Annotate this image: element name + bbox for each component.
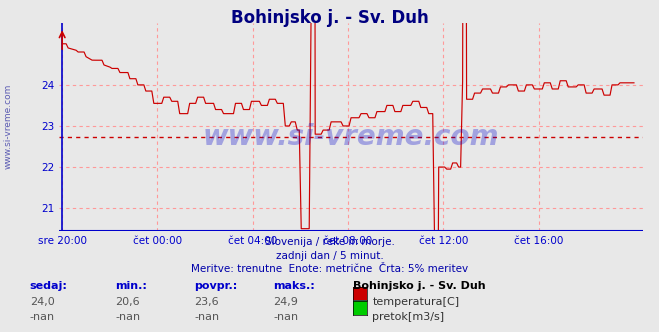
- Text: -nan: -nan: [115, 312, 140, 322]
- Text: www.si-vreme.com: www.si-vreme.com: [3, 83, 13, 169]
- Text: Slovenija / reke in morje.: Slovenija / reke in morje.: [264, 237, 395, 247]
- Text: -nan: -nan: [30, 312, 55, 322]
- Text: Meritve: trenutne  Enote: metrične  Črta: 5% meritev: Meritve: trenutne Enote: metrične Črta: …: [191, 264, 468, 274]
- Text: temperatura[C]: temperatura[C]: [372, 297, 459, 307]
- Text: pretok[m3/s]: pretok[m3/s]: [372, 312, 444, 322]
- Text: povpr.:: povpr.:: [194, 281, 238, 290]
- Text: -nan: -nan: [273, 312, 299, 322]
- Text: Bohinjsko j. - Sv. Duh: Bohinjsko j. - Sv. Duh: [353, 281, 485, 290]
- Text: 24,0: 24,0: [30, 297, 55, 307]
- Text: -nan: -nan: [194, 312, 219, 322]
- Text: Bohinjsko j. - Sv. Duh: Bohinjsko j. - Sv. Duh: [231, 9, 428, 27]
- Text: www.si-vreme.com: www.si-vreme.com: [203, 124, 499, 151]
- Text: zadnji dan / 5 minut.: zadnji dan / 5 minut.: [275, 251, 384, 261]
- Text: min.:: min.:: [115, 281, 147, 290]
- Text: 20,6: 20,6: [115, 297, 140, 307]
- Text: maks.:: maks.:: [273, 281, 315, 290]
- Text: sedaj:: sedaj:: [30, 281, 67, 290]
- Text: 23,6: 23,6: [194, 297, 219, 307]
- Text: 24,9: 24,9: [273, 297, 299, 307]
